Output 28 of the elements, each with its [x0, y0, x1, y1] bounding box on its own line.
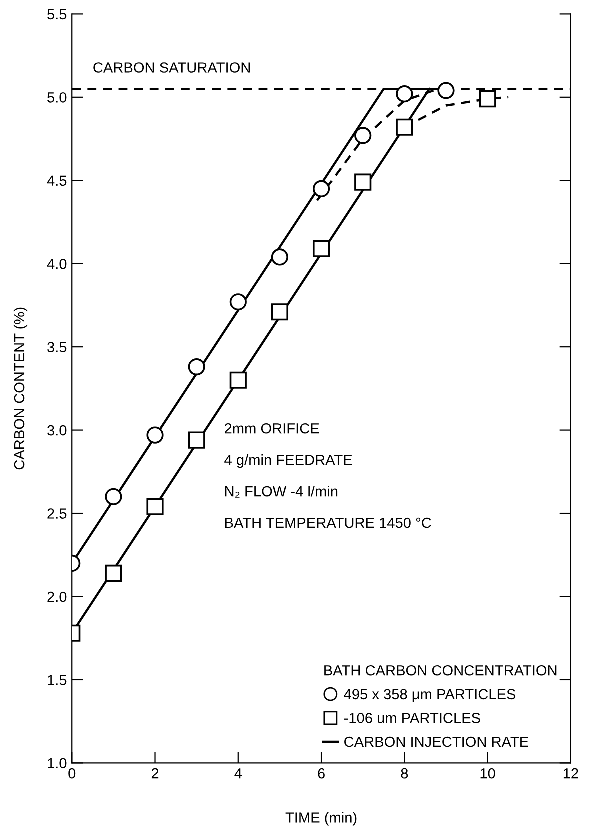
y-tick-label: 3.0 — [48, 425, 67, 436]
x-axis-title: TIME (min) — [286, 812, 357, 826]
annotation: 4 g/min FEEDRATE — [224, 454, 352, 468]
y-tick-label: 5.0 — [48, 92, 67, 103]
annotation: 2mm ORIFICE — [224, 423, 320, 434]
y-tick-label: 4.0 — [47, 258, 67, 270]
annotation: N₂ FLOW -4 l/min — [225, 486, 338, 498]
x-tick-label: 6 — [318, 768, 325, 779]
y-axis-title: CARBON CONTENT (%) — [14, 308, 28, 470]
legend-label: CARBON INJECTION RATE — [344, 736, 528, 748]
legend-title: BATH CARBON CONCENTRATION — [324, 665, 557, 676]
y-tick-label: 2.0 — [48, 592, 67, 602]
annotation: BATH TEMPERATURE 1450 °C — [225, 518, 432, 528]
x-tick-label: 8 — [401, 768, 408, 779]
x-tick-label: 0 — [68, 768, 76, 779]
y-tick-label: 3.5 — [48, 342, 67, 353]
x-tick-label: 2 — [152, 768, 159, 779]
x-tick-label: 4 — [234, 768, 242, 779]
y-tick-label: 4.5 — [47, 176, 67, 186]
legend-label: 495 x 358 μm PARTICLES — [344, 689, 516, 702]
legend-label: -106 um PARTICLES — [344, 713, 480, 724]
y-tick-label: 5.5 — [48, 9, 67, 20]
y-tick-label: 1.5 — [48, 675, 67, 686]
x-tick-label: 10 — [480, 768, 496, 779]
x-tick-label: 12 — [564, 768, 578, 779]
y-tick-label: 1.0 — [48, 758, 67, 769]
y-tick-label: 2.5 — [48, 508, 67, 519]
ref-line-label: CARBON SATURATION — [94, 62, 250, 73]
